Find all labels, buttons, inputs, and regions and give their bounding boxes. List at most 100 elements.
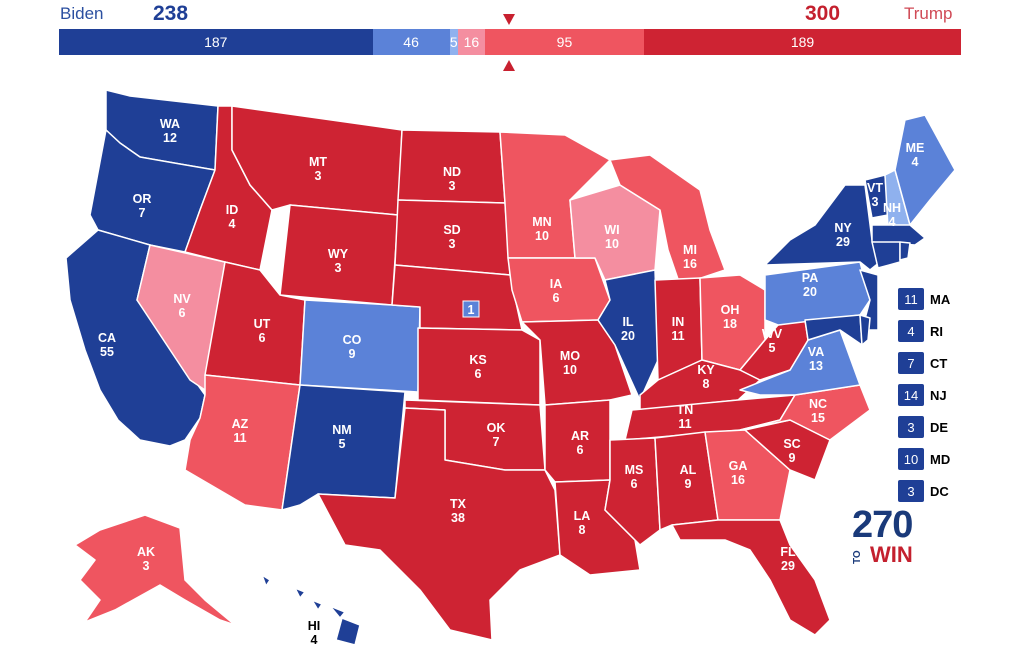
state-ev-al: 9 [685, 477, 692, 491]
small-state-ev-box[interactable]: 3 [898, 416, 924, 438]
state-ev-pa: 20 [803, 285, 817, 299]
small-state-abbr: CT [930, 355, 948, 371]
state-label-nv: NV [173, 292, 191, 306]
state-ev-wv: 5 [769, 341, 776, 355]
state-label-va: VA [808, 345, 824, 359]
state-ev-wa: 12 [163, 131, 177, 145]
state-label-ia: IA [550, 277, 563, 291]
state-CT[interactable] [871, 241, 901, 269]
state-ev-ut: 6 [259, 331, 266, 345]
small-state-ev-box[interactable]: 7 [898, 352, 924, 374]
state-label-pa: PA [802, 271, 818, 285]
state-ev-mi: 16 [683, 257, 697, 271]
state-ev-tn: 11 [678, 417, 691, 431]
bar-segment: 187 [59, 29, 373, 55]
small-state-ev-box[interactable]: 11 [898, 288, 924, 310]
state-ev-co: 9 [349, 347, 356, 361]
state-ev-ne-district: 1 [468, 303, 475, 317]
state-label-ky: KY [697, 363, 715, 377]
small-state-ct[interactable]: 7 CT [898, 347, 950, 379]
state-ev-hi: 4 [311, 633, 318, 647]
state-label-mt: MT [309, 155, 327, 169]
state-label-il: IL [622, 315, 633, 329]
state-NC[interactable] [739, 384, 871, 441]
state-ev-fl: 29 [781, 559, 795, 573]
state-ev-sc: 9 [789, 451, 796, 465]
state-MD[interactable] [804, 314, 863, 346]
state-label-nc: NC [809, 397, 827, 411]
bar-segment: 16 [458, 29, 485, 55]
small-state-dc[interactable]: 3 DC [898, 475, 950, 507]
small-state-md[interactable]: 10 MD [898, 443, 950, 475]
state-label-ga: GA [729, 459, 748, 473]
state-ev-nd: 3 [449, 179, 456, 193]
state-FL[interactable] [671, 519, 831, 636]
bar-segment-label: 46 [403, 34, 419, 50]
small-state-abbr: MA [930, 291, 951, 307]
state-label-sc: SC [783, 437, 800, 451]
state-label-ar: AR [571, 429, 589, 443]
state-label-ut: UT [254, 317, 271, 331]
state-label-id: ID [226, 203, 239, 217]
state-KS[interactable] [417, 327, 541, 406]
state-ev-ms: 6 [631, 477, 638, 491]
state-label-mn: MN [532, 215, 551, 229]
state-HI[interactable] [261, 574, 361, 646]
small-state-abbr: DE [930, 419, 949, 435]
state-label-me: ME [906, 141, 925, 155]
small-state-abbr: MD [930, 451, 951, 467]
state-NJ[interactable] [859, 269, 879, 331]
logo-win: WIN [870, 542, 913, 567]
small-state-nj[interactable]: 14 NJ [898, 379, 950, 411]
state-ev-va: 13 [809, 359, 823, 373]
state-RI[interactable] [899, 241, 911, 261]
state-ev-mt: 3 [315, 169, 322, 183]
small-state-ev-box[interactable]: 10 [898, 448, 924, 470]
state-ev-id: 4 [229, 217, 236, 231]
state-MA[interactable] [871, 224, 926, 246]
state-label-nd: ND [443, 165, 461, 179]
state-label-wa: WA [160, 117, 180, 131]
small-state-abbr: NJ [930, 387, 947, 403]
ne-district-box[interactable] [462, 300, 480, 318]
state-AK[interactable] [74, 514, 236, 626]
state-label-hi: HI [308, 619, 321, 633]
state-label-nm: NM [332, 423, 351, 437]
state-ev-az: 11 [233, 431, 246, 445]
small-state-ev-box[interactable]: 3 [898, 480, 924, 502]
270-marker-bottom-icon [503, 60, 515, 71]
small-state-ma[interactable]: 11 MA [898, 283, 950, 315]
trump-name: Trump [904, 4, 953, 23]
state-ev-mn: 10 [535, 229, 549, 243]
state-TX[interactable] [317, 407, 561, 641]
state-NY[interactable] [764, 184, 881, 271]
state-ev-ia: 6 [553, 291, 560, 305]
state-label-oh: OH [721, 303, 740, 317]
state-label-ms: MS [625, 463, 644, 477]
small-state-de[interactable]: 3 DE [898, 411, 950, 443]
logo-number: 270 [852, 504, 913, 546]
small-state-abbr: RI [930, 323, 943, 339]
state-GA[interactable] [704, 429, 791, 521]
biden-name: Biden [60, 4, 104, 23]
state-ev-il: 20 [621, 329, 635, 343]
small-state-ev-box[interactable]: 4 [898, 320, 924, 342]
electoral-vote-bar: 187 46 5 16 95 189 [59, 29, 961, 55]
state-ev-me: 4 [912, 155, 919, 169]
state-ev-ar: 6 [577, 443, 584, 457]
small-state-ri[interactable]: 4 RI [898, 315, 950, 347]
state-label-tn: TN [677, 403, 694, 417]
state-label-in: IN [672, 315, 685, 329]
small-state-abbr: DC [930, 483, 949, 499]
state-ev-ny: 29 [836, 235, 850, 249]
270towin-logo: 270 TO WIN [852, 506, 922, 568]
bar-segment: 95 [484, 29, 645, 55]
bar-segment-label: 95 [556, 34, 573, 50]
bar-segment: 189 [644, 29, 961, 55]
state-ev-ks: 6 [475, 367, 482, 381]
state-label-ny: NY [834, 221, 852, 235]
state-DE[interactable] [859, 314, 871, 346]
small-state-ev-box[interactable]: 14 [898, 384, 924, 406]
state-label-mi: MI [683, 243, 697, 257]
